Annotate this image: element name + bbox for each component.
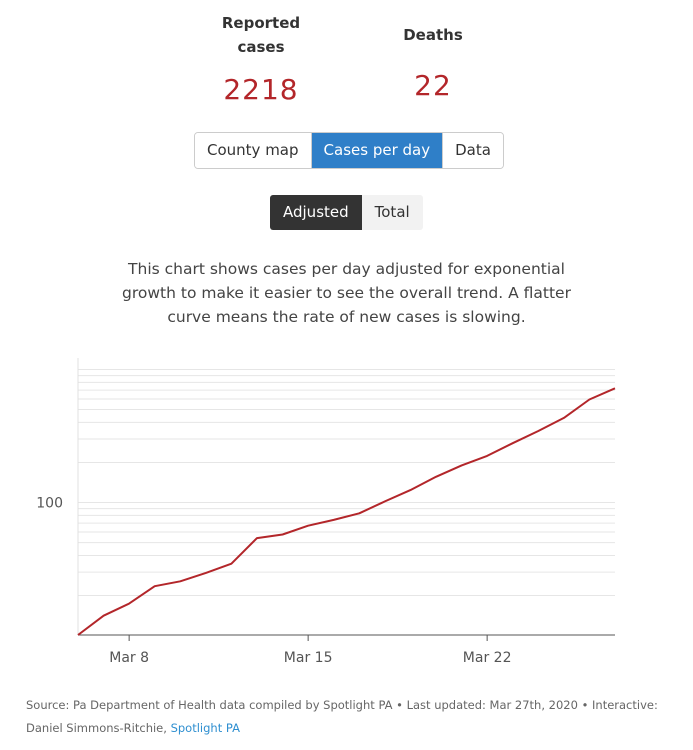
deaths-value: 22 xyxy=(414,69,452,102)
y-tick-label: 100 xyxy=(36,496,63,512)
cases-per-day-chart: 100 Mar 8 Mar 15 Mar 22 xyxy=(36,358,616,666)
source-note: Source: Pa Department of Health data com… xyxy=(26,694,671,740)
deaths-stat: Deaths 22 xyxy=(368,23,498,102)
tab-data[interactable]: Data xyxy=(443,133,503,168)
source-text: Source: Pa Department of Health data com… xyxy=(26,698,658,735)
reported-cases-label: Reported cases xyxy=(221,14,301,56)
view-tabs: County map Cases per day Data xyxy=(194,132,504,169)
total-button[interactable]: Total xyxy=(361,195,423,230)
mode-toggle: Adjusted Total xyxy=(270,195,423,230)
deaths-label: Deaths xyxy=(403,26,463,44)
tab-county-map[interactable]: County map xyxy=(195,133,312,168)
reported-cases-value: 2218 xyxy=(223,73,299,106)
series-line xyxy=(77,387,616,636)
tab-cases-per-day[interactable]: Cases per day xyxy=(311,133,444,168)
reported-cases-stat: Reported cases 2218 xyxy=(196,11,326,106)
x-tick-label: Mar 15 xyxy=(284,650,333,666)
x-tick-label: Mar 8 xyxy=(109,650,149,666)
spotlight-pa-link[interactable]: Spotlight PA xyxy=(170,721,240,735)
adjusted-button[interactable]: Adjusted xyxy=(270,195,362,230)
x-tick-label: Mar 22 xyxy=(463,650,512,666)
chart-description: This chart shows cases per day adjusted … xyxy=(122,260,571,326)
